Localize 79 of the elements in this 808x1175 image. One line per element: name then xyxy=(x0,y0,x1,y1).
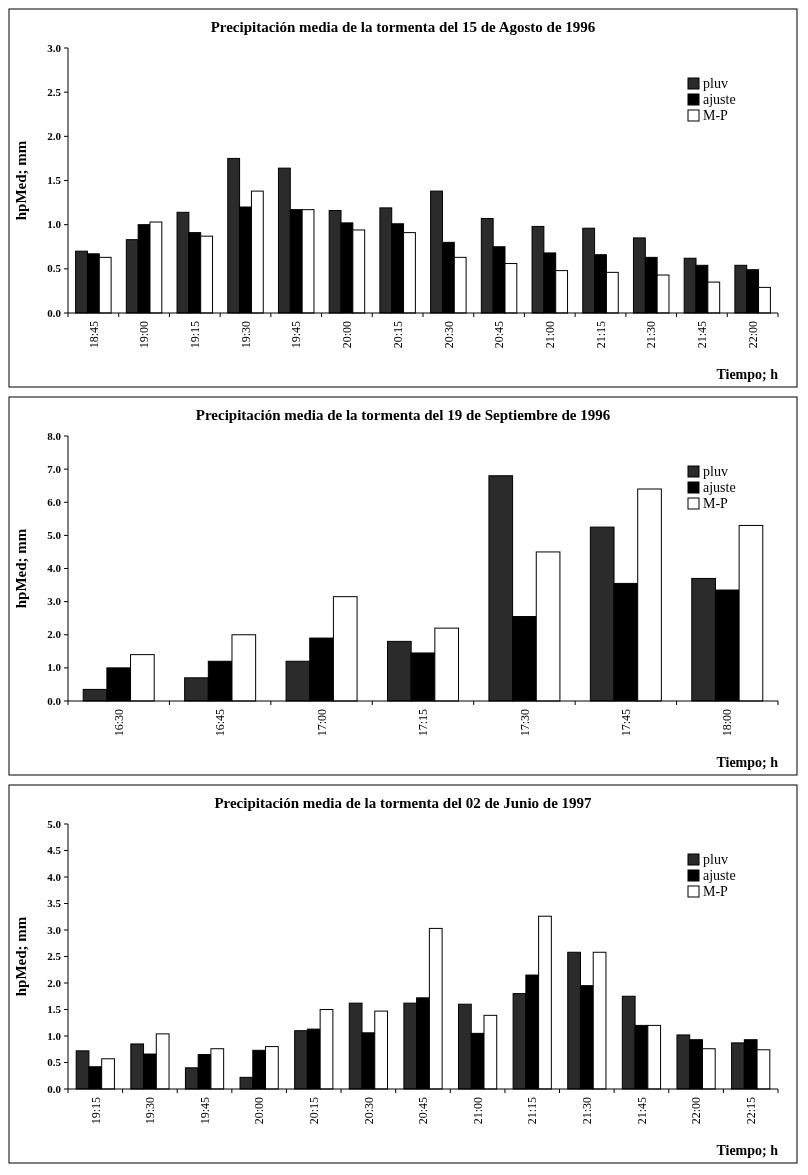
y-tick-label: 3.0 xyxy=(47,595,62,608)
x-tick-label: 20:30 xyxy=(361,1097,376,1125)
y-tick-label: 4.0 xyxy=(47,870,62,883)
x-tick-label: 21:15 xyxy=(593,321,608,349)
x-tick-label: 19:45 xyxy=(197,1097,212,1125)
y-tick-label: 5.0 xyxy=(47,817,62,830)
x-tick-label: 17:15 xyxy=(416,709,431,737)
legend-label: ajuste xyxy=(703,480,736,495)
x-tick-label: 19:45 xyxy=(289,321,304,349)
x-tick-label: 20:00 xyxy=(252,1097,267,1125)
y-axis-title: hpMed; mm xyxy=(13,140,29,221)
y-tick-label: 3.0 xyxy=(47,41,62,54)
x-tick-label: 18:45 xyxy=(86,321,101,349)
x-tick-label: 19:30 xyxy=(143,1097,158,1125)
y-tick-label: 2.5 xyxy=(47,85,62,98)
legend-label: M-P xyxy=(703,884,729,899)
x-tick-label: 16:45 xyxy=(213,709,228,737)
x-tick-label: 21:45 xyxy=(634,1097,649,1125)
x-axis-title: Tiempo; h xyxy=(716,1143,779,1158)
x-tick-label: 21:45 xyxy=(695,321,710,349)
chart-title: Precipitación media de la tormenta del 19 de Septiembre de 1996 xyxy=(195,407,611,423)
legend-label: pluv xyxy=(703,464,728,479)
legend-label: pluv xyxy=(703,76,728,91)
y-tick-label: 0.5 xyxy=(47,1056,62,1069)
y-tick-label: 3.0 xyxy=(47,923,62,936)
x-tick-label: 20:45 xyxy=(492,321,507,349)
y-tick-label: 0.0 xyxy=(47,306,62,319)
y-tick-label: 1.5 xyxy=(47,1003,62,1016)
x-tick-label: 16:30 xyxy=(111,709,126,737)
y-tick-label: 1.0 xyxy=(47,661,62,674)
x-tick-label: 17:00 xyxy=(314,709,329,737)
y-tick-label: 1.0 xyxy=(47,1029,62,1042)
x-tick-label: 20:15 xyxy=(306,1097,321,1125)
y-tick-label: 0.0 xyxy=(47,1082,62,1095)
y-tick-label: 5.0 xyxy=(47,528,62,541)
y-tick-label: 3.5 xyxy=(47,897,62,910)
x-tick-label: 20:45 xyxy=(416,1097,431,1125)
x-tick-label: 19:15 xyxy=(187,321,202,349)
legend-label: M-P xyxy=(703,108,729,123)
y-tick-label: 1.0 xyxy=(47,218,62,231)
y-tick-label: 2.0 xyxy=(47,129,62,142)
x-tick-label: 20:15 xyxy=(390,321,405,349)
y-tick-label: 2.0 xyxy=(47,976,62,989)
y-tick-label: 6.0 xyxy=(47,495,62,508)
x-axis-title: Tiempo; h xyxy=(716,367,779,382)
legend-label: pluv xyxy=(703,852,728,867)
y-tick-label: 0.0 xyxy=(47,694,62,707)
legend-label: ajuste xyxy=(703,868,736,883)
y-tick-label: 2.0 xyxy=(47,628,62,641)
x-tick-label: 17:45 xyxy=(619,709,634,737)
x-tick-label: 22:00 xyxy=(689,1097,704,1125)
chart-title: Precipitación media de la tormenta del 02 de Junio de 1997 xyxy=(214,795,593,811)
x-tick-label: 17:30 xyxy=(517,709,532,737)
x-tick-label: 21:15 xyxy=(525,1097,540,1125)
x-tick-label: 21:00 xyxy=(470,1097,485,1125)
x-tick-label: 20:30 xyxy=(441,321,456,349)
y-tick-label: 0.5 xyxy=(47,262,62,275)
chart-title: Precipitación media de la tormenta del 15 de Agosto de 1996 xyxy=(210,19,596,35)
x-tick-label: 21:30 xyxy=(580,1097,595,1125)
x-tick-label: 22:00 xyxy=(745,321,760,349)
y-tick-label: 2.5 xyxy=(47,950,62,963)
x-tick-label: 21:30 xyxy=(644,321,659,349)
x-tick-label: 19:00 xyxy=(137,321,152,349)
x-tick-label: 20:00 xyxy=(340,321,355,349)
y-axis-title: hpMed; mm xyxy=(13,528,29,609)
legend-label: ajuste xyxy=(703,92,736,107)
x-tick-label: 18:00 xyxy=(720,709,735,737)
y-tick-label: 7.0 xyxy=(47,462,62,475)
x-tick-label: 19:30 xyxy=(238,321,253,349)
y-tick-label: 4.5 xyxy=(47,844,62,857)
y-tick-label: 1.5 xyxy=(47,174,62,187)
legend-label: M-P xyxy=(703,496,729,511)
x-tick-label: 22:15 xyxy=(743,1097,758,1125)
y-axis-title: hpMed; mm xyxy=(13,916,29,997)
x-axis-title: Tiempo; h xyxy=(716,755,779,770)
x-tick-label: 19:15 xyxy=(88,1097,103,1125)
x-tick-label: 21:00 xyxy=(542,321,557,349)
y-tick-label: 8.0 xyxy=(47,429,62,442)
y-tick-label: 4.0 xyxy=(47,562,62,575)
